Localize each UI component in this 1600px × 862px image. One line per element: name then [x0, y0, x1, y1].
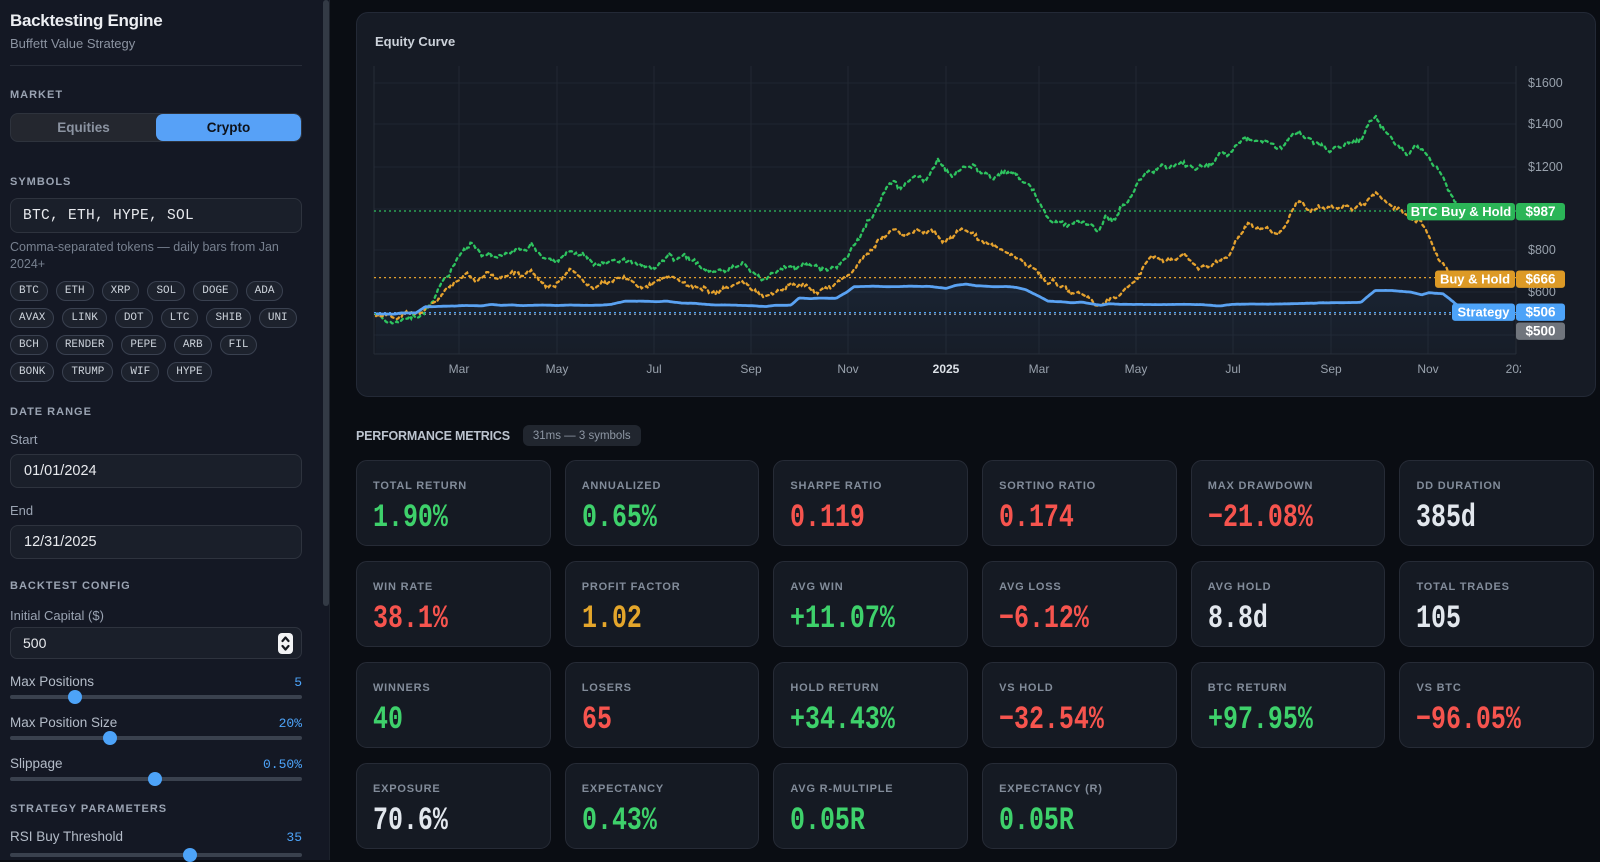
svg-text:Mar: Mar — [449, 362, 470, 376]
svg-text:Jul: Jul — [1225, 362, 1240, 376]
svg-text:$1200: $1200 — [1528, 160, 1563, 174]
svg-text:2025: 2025 — [933, 362, 960, 376]
svg-text:2026: 2026 — [1506, 362, 1533, 376]
svg-text:$1600: $1600 — [1528, 76, 1563, 90]
svg-text:Sep: Sep — [740, 362, 762, 376]
svg-text:Nov: Nov — [837, 362, 858, 376]
svg-text:Jul: Jul — [646, 362, 661, 376]
svg-text:$500: $500 — [1525, 324, 1555, 339]
svg-text:$800: $800 — [1528, 243, 1556, 257]
svg-text:$600: $600 — [1528, 285, 1556, 299]
svg-text:May: May — [546, 362, 569, 376]
svg-text:BTC Buy & Hold: BTC Buy & Hold — [1411, 204, 1511, 219]
svg-text:$666: $666 — [1525, 272, 1556, 287]
svg-text:$1400: $1400 — [1528, 117, 1563, 131]
svg-text:$506: $506 — [1525, 305, 1556, 320]
svg-text:Nov: Nov — [1417, 362, 1438, 376]
svg-text:Buy & Hold: Buy & Hold — [1440, 272, 1510, 287]
svg-text:Strategy: Strategy — [1457, 305, 1510, 320]
svg-text:Sep: Sep — [1320, 362, 1342, 376]
svg-text:Mar: Mar — [1029, 362, 1050, 376]
svg-text:May: May — [1125, 362, 1148, 376]
svg-text:$987: $987 — [1525, 204, 1555, 219]
